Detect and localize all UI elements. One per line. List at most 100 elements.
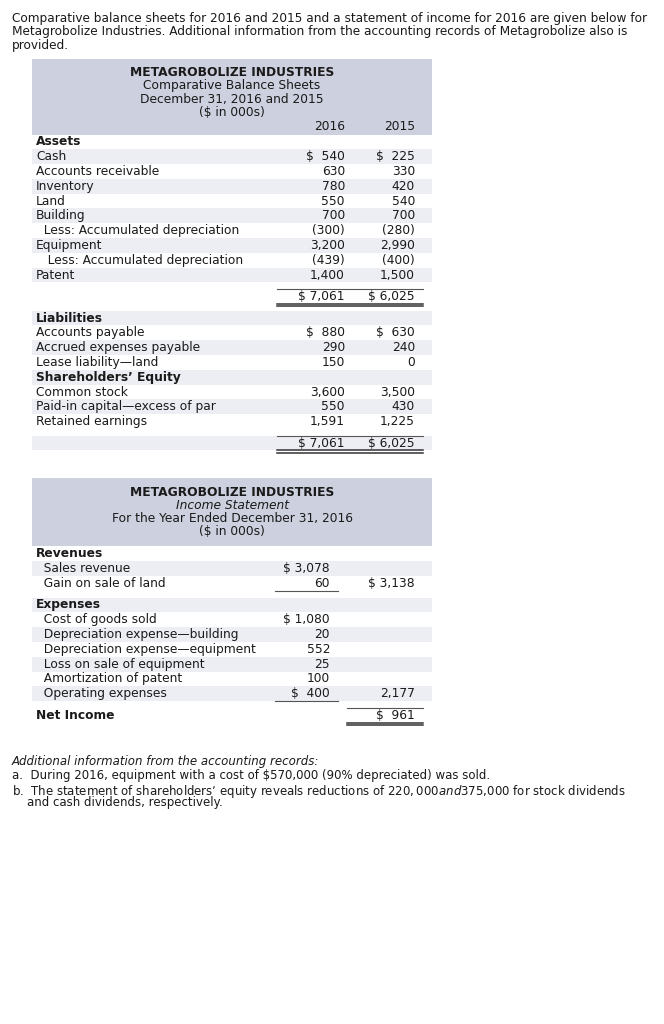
Text: Income Statement: Income Statement: [175, 500, 288, 512]
Text: $ 1,080: $ 1,080: [284, 613, 330, 627]
Bar: [32, 370, 432, 385]
Text: 2,177: 2,177: [380, 687, 415, 700]
Text: Expenses: Expenses: [36, 598, 101, 611]
Text: 0: 0: [407, 356, 415, 369]
Text: b.  The statement of shareholders’ equity reveals reductions of $220,000 and $37: b. The statement of shareholders’ equity…: [12, 782, 625, 800]
Bar: [32, 209, 432, 223]
Bar: [32, 385, 432, 399]
Text: Paid-in capital—excess of par: Paid-in capital—excess of par: [36, 400, 216, 414]
Text: 3,600: 3,600: [310, 385, 345, 398]
Text: 150: 150: [321, 356, 345, 369]
Bar: [32, 223, 432, 239]
Text: Assets: Assets: [36, 135, 82, 148]
Text: Sales revenue: Sales revenue: [36, 562, 130, 575]
Text: Net Income: Net Income: [36, 709, 114, 722]
Text: 1,500: 1,500: [380, 268, 415, 282]
Bar: [32, 415, 432, 429]
Text: Cost of goods sold: Cost of goods sold: [36, 613, 157, 627]
Text: 2,990: 2,990: [380, 239, 415, 252]
Text: December 31, 2016 and 2015: December 31, 2016 and 2015: [140, 92, 324, 105]
Bar: [32, 656, 432, 672]
Bar: [32, 435, 432, 451]
Bar: [32, 627, 432, 642]
Text: Comparative Balance Sheets: Comparative Balance Sheets: [143, 80, 321, 92]
Text: Lease liability—land: Lease liability—land: [36, 356, 159, 369]
Text: $  225: $ 225: [376, 151, 415, 163]
Bar: [32, 708, 432, 723]
Text: $ 6,025: $ 6,025: [369, 290, 415, 303]
Bar: [32, 672, 432, 686]
Text: a.  During 2016, equipment with a cost of $570,000 (90% depreciated) was sold.: a. During 2016, equipment with a cost of…: [12, 769, 490, 781]
Bar: [32, 134, 432, 150]
Text: 630: 630: [322, 165, 345, 178]
Bar: [32, 598, 432, 612]
Text: Amortization of patent: Amortization of patent: [36, 673, 182, 685]
Text: For the Year Ended December 31, 2016: For the Year Ended December 31, 2016: [112, 512, 353, 525]
Text: Accounts payable: Accounts payable: [36, 327, 145, 339]
Bar: [32, 310, 432, 326]
Text: 552: 552: [307, 643, 330, 655]
Text: $ 7,061: $ 7,061: [299, 290, 345, 303]
Bar: [32, 547, 432, 561]
Bar: [32, 239, 432, 253]
Text: 700: 700: [322, 209, 345, 222]
Text: METAGROBOLIZE INDUSTRIES: METAGROBOLIZE INDUSTRIES: [130, 486, 334, 500]
Text: ($ in 000s): ($ in 000s): [199, 105, 265, 119]
Text: and cash dividends, respectively.: and cash dividends, respectively.: [12, 796, 222, 809]
Text: Loss on sale of equipment: Loss on sale of equipment: [36, 657, 205, 671]
Text: METAGROBOLIZE INDUSTRIES: METAGROBOLIZE INDUSTRIES: [130, 67, 334, 80]
Text: 2016: 2016: [314, 120, 345, 133]
Text: Additional information from the accounting records:: Additional information from the accounti…: [12, 755, 319, 768]
Bar: [32, 478, 432, 547]
Text: 1,400: 1,400: [310, 268, 345, 282]
Text: $  880: $ 880: [306, 327, 345, 339]
Text: Patent: Patent: [36, 268, 76, 282]
Text: Accrued expenses payable: Accrued expenses payable: [36, 341, 200, 354]
Bar: [32, 58, 432, 134]
Text: Less: Accumulated depreciation: Less: Accumulated depreciation: [36, 224, 239, 238]
Bar: [32, 340, 432, 355]
Text: 700: 700: [392, 209, 415, 222]
Bar: [32, 164, 432, 179]
Text: Cash: Cash: [36, 151, 66, 163]
Text: provided.: provided.: [12, 39, 69, 52]
Text: $ 7,061: $ 7,061: [299, 436, 345, 450]
Text: 3,500: 3,500: [380, 385, 415, 398]
Text: (280): (280): [382, 224, 415, 238]
Text: $  630: $ 630: [376, 327, 415, 339]
Bar: [32, 326, 432, 340]
Bar: [32, 194, 432, 209]
Text: Comparative balance sheets for 2016 and 2015 and a statement of income for 2016 : Comparative balance sheets for 2016 and …: [12, 12, 647, 25]
Text: Operating expenses: Operating expenses: [36, 687, 167, 700]
Text: ($ in 000s): ($ in 000s): [199, 525, 265, 539]
Text: 550: 550: [321, 400, 345, 414]
Bar: [32, 267, 432, 283]
Bar: [32, 612, 432, 627]
Text: 20: 20: [315, 628, 330, 641]
Text: (300): (300): [312, 224, 345, 238]
Text: $ 3,078: $ 3,078: [284, 562, 330, 575]
Text: 1,225: 1,225: [380, 415, 415, 428]
Bar: [32, 355, 432, 370]
Text: $ 6,025: $ 6,025: [369, 436, 415, 450]
Text: $ 3,138: $ 3,138: [369, 577, 415, 590]
Text: Common stock: Common stock: [36, 385, 128, 398]
Text: Gain on sale of land: Gain on sale of land: [36, 577, 165, 590]
Text: 540: 540: [392, 195, 415, 208]
Bar: [32, 686, 432, 701]
Text: 2015: 2015: [384, 120, 415, 133]
Text: (400): (400): [382, 254, 415, 267]
Text: $  400: $ 400: [291, 687, 330, 700]
Text: Liabilities: Liabilities: [36, 311, 103, 325]
Bar: [32, 289, 432, 304]
Text: Accounts receivable: Accounts receivable: [36, 165, 159, 178]
Bar: [32, 577, 432, 591]
Text: 430: 430: [392, 400, 415, 414]
Text: Equipment: Equipment: [36, 239, 102, 252]
Text: 240: 240: [392, 341, 415, 354]
Text: Shareholders’ Equity: Shareholders’ Equity: [36, 371, 181, 384]
Bar: [32, 179, 432, 194]
Text: Land: Land: [36, 195, 66, 208]
Text: 780: 780: [321, 180, 345, 193]
Bar: [32, 561, 432, 577]
